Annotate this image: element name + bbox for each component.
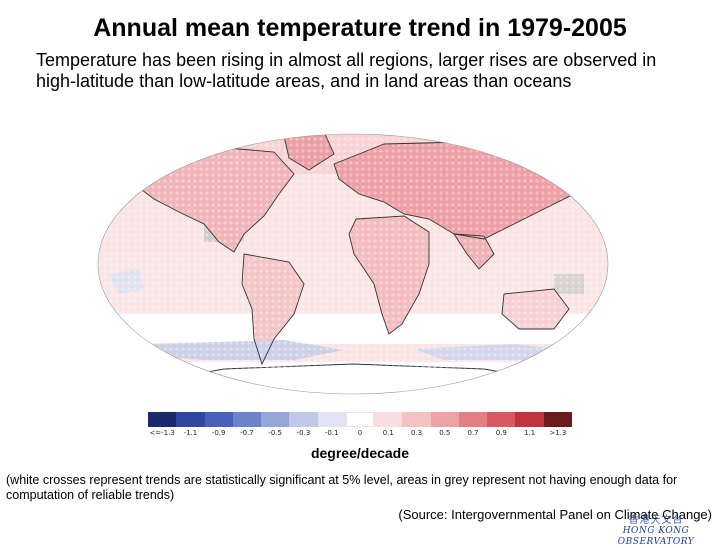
legend-tick-label: -1.1 [183, 429, 198, 437]
legend-swatch [345, 412, 375, 427]
logo-english-text: HONG KONG OBSERVATORY [617, 526, 695, 547]
legend-swatch [515, 412, 544, 427]
legend-tick-label: <=-1.3 [149, 429, 175, 437]
legend-swatch [487, 412, 516, 427]
legend-tick-label: -0.1 [324, 429, 339, 437]
world-map-svg [97, 133, 609, 395]
legend-swatch [176, 412, 205, 427]
significance-crosses [98, 134, 608, 394]
temperature-trend-map [84, 124, 622, 440]
legend-swatch [317, 412, 346, 427]
legend-swatch [289, 412, 318, 427]
legend-swatch [402, 412, 431, 427]
color-legend: <=-1.3 -1.1 -0.9 -0.7 -0.5 -0.3 -0.1 0 0.1 0.3 0.5… [148, 412, 572, 440]
slide-subtitle: Temperature has been rising in almost al… [36, 50, 657, 91]
slide-title: Annual mean temperature trend in 1979-20… [93, 14, 627, 42]
legend-tick-label: -0.7 [240, 429, 254, 437]
legend-tick-label: 0.9 [495, 429, 507, 437]
legend-tick-labels: <=-1.3 -1.1 -0.9 -0.7 -0.5 -0.3 -0.1 0 0.1 0.3 0.5… [148, 427, 572, 439]
hko-logo: 香港天文台 HONG KONG OBSERVATORY [600, 515, 712, 547]
footnote: (white crosses represent trends are stat… [6, 473, 678, 502]
legend-swatch [458, 412, 488, 427]
legend-swatch [261, 412, 290, 427]
legend-tick-label: 1.1 [524, 429, 536, 437]
legend-tick-label: 0 [357, 429, 363, 437]
legend-tick-label: -0.5 [268, 429, 283, 437]
legend-tick-label: 0.1 [382, 429, 394, 437]
legend-tick-label: 0.3 [410, 429, 423, 437]
legend-tick-label: 0.5 [439, 429, 451, 437]
legend-tick-label: 0.7 [467, 429, 479, 437]
coastlines [123, 134, 585, 366]
legend-swatch [204, 412, 233, 427]
source-citation: (Source: Intergovernmental Panel on Clim… [398, 507, 712, 522]
legend-swatch [374, 412, 403, 427]
legend-color-bar [148, 412, 572, 427]
globe-outline [97, 133, 609, 395]
logo-chinese-text: 香港天文台 [628, 515, 684, 526]
legend-unit-label: degree/decade [310, 445, 410, 461]
legend-tick-label: -0.9 [211, 429, 226, 437]
legend-swatch [148, 412, 177, 427]
legend-swatch [232, 412, 262, 427]
legend-tick-label: >1.3 [549, 429, 567, 437]
legend-swatch [430, 412, 459, 427]
legend-tick-label: -0.3 [296, 429, 311, 437]
legend-swatch [543, 412, 572, 427]
